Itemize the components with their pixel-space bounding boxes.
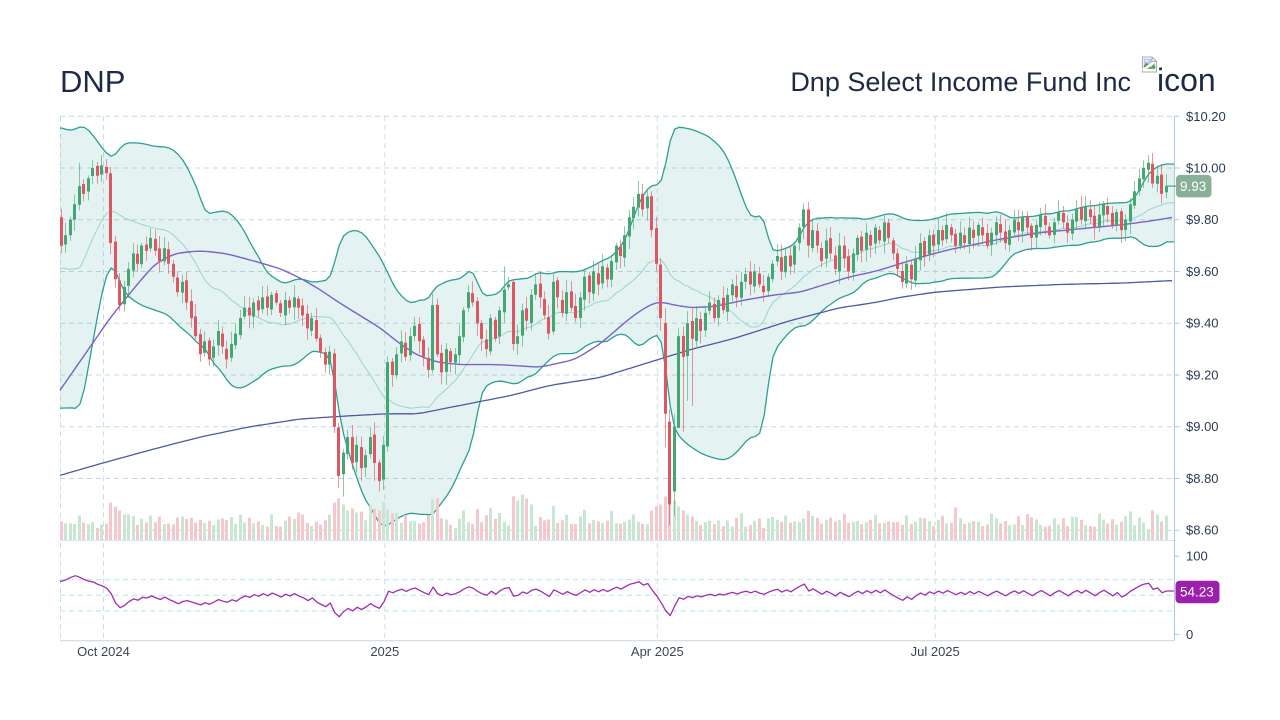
svg-text:0: 0 bbox=[1186, 627, 1193, 642]
svg-text:$10.20: $10.20 bbox=[1186, 109, 1226, 124]
svg-text:$8.60: $8.60 bbox=[1186, 523, 1219, 538]
svg-text:9.93: 9.93 bbox=[1180, 179, 1206, 194]
svg-text:$9.80: $9.80 bbox=[1186, 212, 1219, 227]
svg-text:$9.00: $9.00 bbox=[1186, 419, 1219, 434]
svg-text:Oct 2024: Oct 2024 bbox=[77, 644, 130, 659]
svg-text:$9.40: $9.40 bbox=[1186, 316, 1219, 331]
svg-text:$8.80: $8.80 bbox=[1186, 471, 1219, 486]
svg-text:2025: 2025 bbox=[370, 644, 399, 659]
svg-text:Apr 2025: Apr 2025 bbox=[631, 644, 684, 659]
svg-text:54.23: 54.23 bbox=[1180, 585, 1214, 600]
svg-text:100: 100 bbox=[1186, 549, 1208, 564]
svg-text:$9.20: $9.20 bbox=[1186, 368, 1219, 383]
svg-text:$9.60: $9.60 bbox=[1186, 264, 1219, 279]
svg-text:Jul 2025: Jul 2025 bbox=[911, 644, 960, 659]
svg-text:$10.00: $10.00 bbox=[1186, 161, 1226, 176]
